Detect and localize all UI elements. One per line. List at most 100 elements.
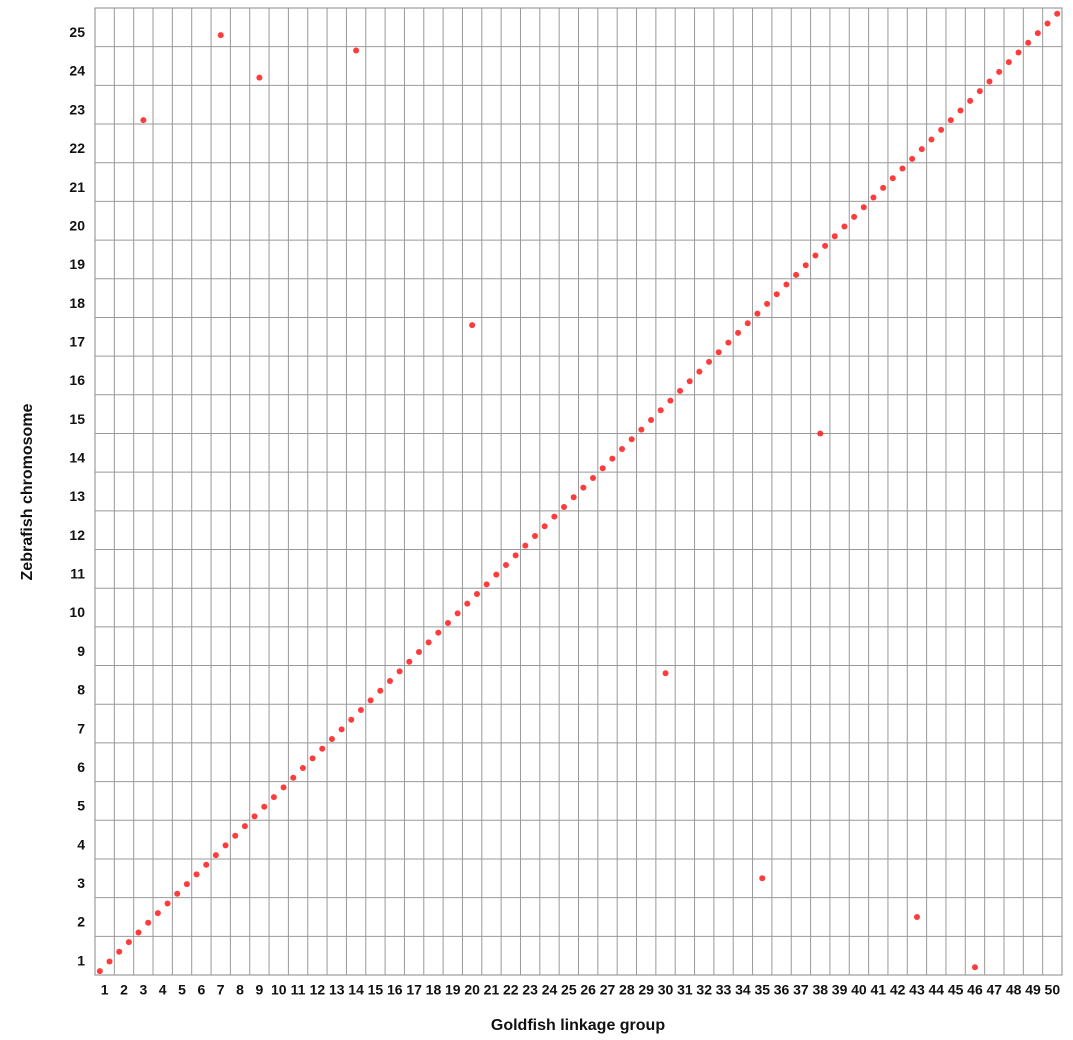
point [764,300,771,307]
x-tick-label: 1 [101,982,109,998]
x-tick-label: 29 [638,982,654,998]
point [174,890,181,897]
x-tick-label: 12 [310,982,326,998]
point [638,426,645,433]
x-tick-label: 49 [1025,982,1041,998]
point [251,813,258,820]
y-axis-label: Zebrafish chromosome [19,403,36,580]
x-tick-label: 2 [120,982,128,998]
point [377,687,384,694]
point [396,668,403,675]
point [348,716,355,723]
point [851,213,858,220]
point [667,397,674,404]
x-tick-label: 19 [445,982,461,998]
y-tick-label: 11 [70,566,85,582]
point [889,175,896,182]
point [715,349,722,356]
point [570,494,577,501]
point [599,465,606,472]
x-tick-label: 9 [255,982,263,998]
point [793,271,800,278]
point [406,658,413,665]
point [870,194,877,201]
point [493,571,500,578]
x-tick-label: 31 [677,982,693,998]
point [759,875,766,882]
point [860,204,867,211]
x-tick-label: 42 [890,982,906,998]
x-tick-label: 33 [716,982,732,998]
point [454,610,461,617]
y-tick-label: 19 [69,256,85,272]
point [996,68,1003,75]
point [367,697,374,704]
y-tick-label: 7 [77,720,85,736]
point [522,542,529,549]
point [648,416,655,423]
point [1034,30,1041,37]
x-tick-label: 34 [735,982,751,998]
point [686,378,693,385]
x-tick-label: 17 [406,982,422,998]
point [976,88,983,95]
point [971,964,978,971]
point [773,291,780,298]
point [435,629,442,636]
point [299,765,306,772]
point [609,455,616,462]
point [957,107,964,114]
y-tick-label: 6 [77,759,85,775]
y-tick-label: 17 [69,333,85,349]
point [415,649,422,656]
point [270,794,277,801]
x-tick-label: 43 [909,982,925,998]
y-tick-label: 24 [69,63,85,79]
x-tick-label: 6 [197,982,205,998]
y-tick-label: 25 [69,24,85,40]
point [116,948,123,955]
point [918,146,925,153]
point [154,910,161,917]
point [744,320,751,327]
y-tick-label: 4 [77,836,85,852]
point [580,484,587,491]
point [483,581,490,588]
point [735,329,742,336]
point [986,78,993,85]
point [657,407,664,414]
x-tick-label: 15 [368,982,384,998]
point [145,919,152,926]
point [913,913,920,920]
point [628,436,635,443]
point [290,774,297,781]
y-tick-label: 9 [77,643,85,659]
point [338,726,345,733]
point [831,233,838,240]
point [783,281,790,288]
point [590,474,597,481]
point [1044,20,1051,27]
point [938,126,945,133]
point [212,852,219,859]
point [531,532,538,539]
point [1054,10,1061,17]
point [696,368,703,375]
x-tick-label: 16 [387,982,403,998]
x-tick-label: 27 [600,982,616,998]
point [203,861,210,868]
point [1025,39,1032,46]
x-tick-label: 14 [348,982,364,998]
x-tick-label: 24 [542,982,558,998]
x-tick-label: 47 [987,982,1003,998]
point [96,968,103,975]
x-tick-label: 32 [696,982,712,998]
point [425,639,432,646]
x-tick-label: 20 [464,982,480,998]
point [469,322,476,329]
point [464,600,471,607]
point [909,155,916,162]
point [217,32,224,39]
point [706,358,713,365]
